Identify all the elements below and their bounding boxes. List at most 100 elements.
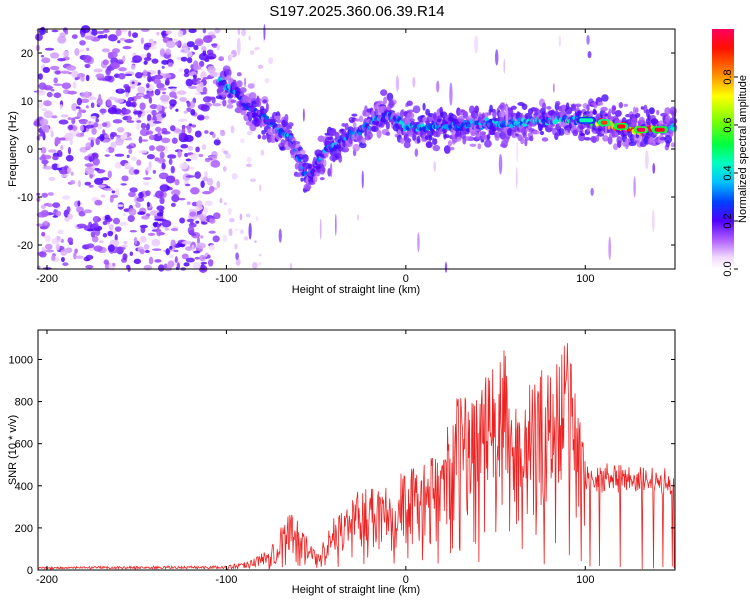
spectrogram-cell	[403, 141, 411, 149]
spectrogram-cell	[155, 145, 166, 152]
spectrogram-cell	[67, 90, 78, 95]
spectrogram-cell	[245, 213, 251, 218]
spectrogram-cell	[126, 136, 133, 141]
spectrogram-cell	[443, 134, 450, 139]
y-tick-label: 400	[15, 481, 33, 493]
spectrogram-cell	[468, 136, 475, 142]
x-tick-label: -200	[36, 273, 58, 285]
spectrogram-cell	[199, 216, 207, 222]
spectrogram-cell	[671, 111, 677, 119]
spectrogram-cell	[474, 35, 479, 54]
spectrogram-cell	[510, 105, 517, 110]
spectrogram-cell	[67, 237, 74, 244]
spectrogram-cell	[102, 29, 110, 33]
spectrogram-cell	[230, 125, 235, 134]
spectrogram-cell	[317, 135, 326, 142]
spectrogram-cell	[174, 256, 178, 263]
spectrogram-cell	[80, 98, 90, 103]
spectrogram-cell	[249, 50, 255, 56]
spectrogram-cell	[108, 224, 114, 231]
spectrogram-cell	[103, 259, 109, 265]
spectrogram-cell	[147, 232, 156, 236]
spectrogram-cell	[74, 47, 80, 56]
spectrogram-cell	[412, 76, 416, 88]
spectrogram-cell	[167, 154, 177, 159]
spectrogram-cell	[494, 49, 499, 66]
spectrogram-cell	[180, 56, 188, 62]
spectrogram-cell	[153, 74, 164, 80]
spectrogram-cell	[240, 137, 245, 144]
spectrogram-cell	[193, 63, 199, 72]
spectrogram-cell	[85, 258, 91, 262]
spectrogram-cell	[75, 106, 81, 109]
spectrogram-cell	[173, 38, 179, 42]
spectrogram-cell	[165, 248, 170, 256]
spectrogram-cell	[117, 88, 122, 92]
spectrogram-cell	[425, 141, 433, 149]
spectrogram-cell	[575, 103, 582, 108]
spectrogram-cell	[202, 35, 213, 44]
spectrogram-cell	[79, 48, 85, 53]
spectrogram-cell	[202, 76, 211, 80]
spectrogram-cell	[43, 220, 48, 226]
spectrogram-cell	[129, 230, 138, 233]
spectrogram-cell	[113, 73, 120, 79]
spectrogram-cell	[255, 216, 259, 222]
spectrogram-cell	[299, 149, 306, 155]
y-tick-label: 0	[27, 144, 33, 156]
spectrogram-cell	[47, 192, 54, 196]
spectrogram-cell	[246, 163, 252, 168]
spectrogram-cell	[319, 177, 325, 181]
spectrogram-cell	[213, 212, 221, 220]
spectrogram-cell	[51, 115, 58, 119]
spectrogram-cell	[652, 163, 656, 174]
snr-x-label: Height of straight line (km)	[292, 584, 420, 596]
spectrogram-cell	[191, 244, 195, 252]
spectrogram-cell	[183, 262, 190, 267]
spectrogram-cell	[546, 106, 552, 110]
spectrogram-cell	[41, 159, 49, 165]
spectrogram-cell	[143, 60, 148, 65]
spectrogram-cell	[291, 138, 297, 142]
spectrogram-cell	[173, 249, 179, 253]
spectrogram-cell	[38, 73, 43, 80]
spectrogram-cell	[428, 134, 433, 141]
spectrogram-cell	[406, 100, 413, 107]
spectrogram-cell	[116, 127, 125, 133]
spectrogram-cell	[76, 223, 87, 229]
spectrogram-cell	[60, 174, 69, 178]
spectrogram-cell	[193, 45, 199, 51]
spectrogram-cell	[204, 170, 208, 178]
spectrogram-cell	[130, 64, 136, 70]
spectrogram-cell	[170, 202, 176, 208]
spectrogram-cell	[77, 73, 86, 78]
spectrogram-cell	[87, 136, 96, 142]
spectrogram-cell	[208, 230, 216, 234]
spectrogram-cell	[171, 137, 178, 144]
spectrogram-cell	[135, 71, 143, 79]
spectrogram-cell	[161, 30, 166, 39]
spectrogram-cell	[60, 249, 68, 256]
spectrogram-cell	[294, 162, 299, 170]
spectrogram-cell	[186, 107, 192, 113]
spectrogram-cell	[247, 83, 255, 89]
spectrogram-cell	[165, 175, 176, 184]
spectrogram-cell	[90, 102, 95, 109]
spectrogram-cell	[586, 34, 590, 45]
spectrogram-cell	[185, 158, 192, 162]
spectrogram-cell	[118, 222, 128, 226]
spectrogram-cell	[117, 40, 121, 44]
spectrogram-cell	[119, 37, 126, 41]
spectrogram-cell	[198, 153, 204, 158]
colorbar-ticks: 0.0 0.2 0.4 0.6 0.8	[722, 69, 738, 277]
spectrogram-cell	[176, 262, 181, 270]
spectrogram-cell	[97, 184, 106, 188]
spectrogram-cell	[45, 249, 55, 253]
spectrogram-cell	[449, 82, 453, 106]
spectrogram-cell	[200, 235, 204, 239]
spectrogram-cell	[125, 92, 129, 98]
spectrogram-cell	[126, 145, 134, 150]
spectrogram-cell	[200, 104, 210, 112]
spectrogram-cell	[195, 146, 200, 153]
spectrogram-cell	[122, 253, 128, 261]
